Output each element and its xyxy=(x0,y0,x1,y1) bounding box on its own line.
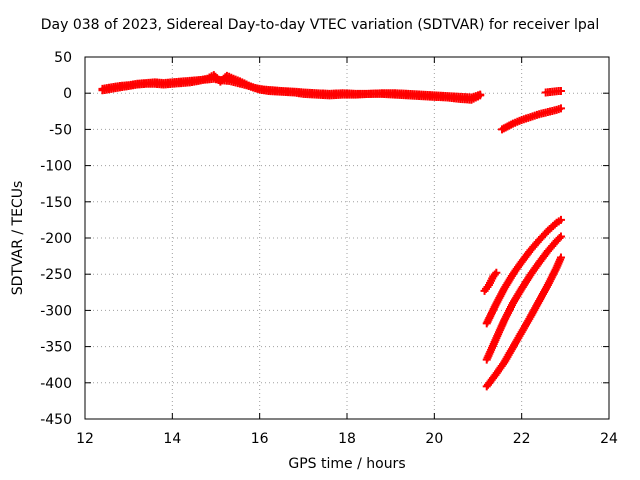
series-4-marker xyxy=(556,87,565,96)
y-tick-label: -250 xyxy=(40,267,72,283)
series-8-marker xyxy=(556,253,565,262)
series-7-marker xyxy=(555,234,564,242)
y-tick-label: 0 xyxy=(63,86,72,102)
x-tick-label: 20 xyxy=(425,431,443,447)
y-axis-label: SDTVAR / TECUs xyxy=(10,180,26,296)
x-tick-label: 24 xyxy=(600,431,618,447)
series-6-marker xyxy=(556,215,565,224)
plot-frame xyxy=(84,56,610,420)
y-tick-label: -350 xyxy=(40,340,72,356)
y-tick-label: -50 xyxy=(49,122,72,138)
series-7-marker xyxy=(556,232,565,241)
y-tick-label: -100 xyxy=(40,159,72,175)
x-tick-label: 22 xyxy=(513,431,531,447)
x-tick-label: 18 xyxy=(338,431,356,447)
x-axis-label: GPS time / hours xyxy=(288,456,406,472)
y-tick-label: 50 xyxy=(54,50,72,66)
y-tick-label: -450 xyxy=(40,412,72,428)
y-tick-label: -300 xyxy=(40,303,72,319)
y-tick-label: -200 xyxy=(40,231,72,247)
x-tick-label: 12 xyxy=(76,431,94,447)
series-3-marker xyxy=(556,104,565,113)
series-5-marker xyxy=(492,268,501,277)
x-tick-label: 16 xyxy=(251,431,269,447)
x-tick-label: 14 xyxy=(163,431,181,447)
y-tick-label: -400 xyxy=(40,376,72,392)
series-2-marker xyxy=(476,91,485,100)
chart-title: Day 038 of 2023, Sidereal Day-to-day VTE… xyxy=(40,17,600,33)
y-tick-label: -150 xyxy=(40,195,72,211)
